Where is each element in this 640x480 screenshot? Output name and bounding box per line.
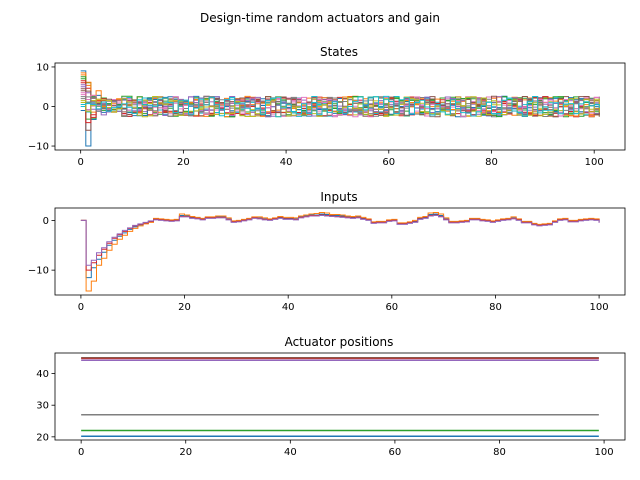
actuators-xtick-label: 0 <box>78 447 84 458</box>
actuators-xtick-label: 60 <box>389 447 402 458</box>
inputs-xtick-label: 40 <box>282 302 295 313</box>
actuators-axes-frame <box>54 352 626 441</box>
states-y-ticks: −10 0 10 <box>28 62 55 153</box>
states-ytick-label: 10 <box>36 62 49 73</box>
states-xtick-label: 40 <box>280 157 293 168</box>
inputs-panel: Inputs 0 20 40 60 80 100 −10 0 <box>28 190 626 313</box>
inputs-plot-area <box>80 212 600 292</box>
actuators-title: Actuator positions <box>285 335 394 349</box>
inputs-axes-frame <box>54 207 626 296</box>
states-xtick-label: 0 <box>77 157 83 168</box>
states-xtick-label: 60 <box>382 157 395 168</box>
inputs-series-line <box>80 212 600 292</box>
actuators-ytick-label: 40 <box>36 369 49 380</box>
states-xtick-label: 100 <box>585 157 604 168</box>
actuators-y-ticks: 20 30 40 <box>36 369 55 443</box>
states-xtick-label: 80 <box>485 157 498 168</box>
actuators-ytick-label: 30 <box>36 401 49 412</box>
inputs-xtick-label: 80 <box>489 302 502 313</box>
actuators-panel: Actuator positions 0 20 40 60 80 100 20 30 40 <box>36 335 626 458</box>
states-x-ticks: 0 20 40 60 80 100 <box>77 150 604 168</box>
actuators-xtick-label: 40 <box>284 447 297 458</box>
actuators-ytick-label: 20 <box>36 432 49 443</box>
actuators-plot-area <box>81 356 599 437</box>
figure-title: Design-time random actuators and gain <box>200 11 440 25</box>
actuators-xtick-label: 80 <box>493 447 506 458</box>
actuators-x-ticks: 0 20 40 60 80 100 <box>78 440 614 458</box>
inputs-x-ticks: 0 20 40 60 80 100 <box>78 295 609 313</box>
states-title: States <box>320 45 358 59</box>
states-plot-area <box>80 70 600 147</box>
inputs-series-line <box>80 213 600 279</box>
actuators-xtick-label: 20 <box>179 447 192 458</box>
inputs-ytick-label: 0 <box>43 216 49 227</box>
states-series-line <box>80 95 600 117</box>
inputs-title: Inputs <box>320 190 357 204</box>
inputs-xtick-label: 100 <box>590 302 609 313</box>
inputs-y-ticks: −10 0 <box>28 216 55 277</box>
inputs-xtick-label: 0 <box>78 302 84 313</box>
states-xtick-label: 20 <box>177 157 190 168</box>
actuators-xtick-label: 100 <box>595 447 614 458</box>
inputs-xtick-label: 60 <box>385 302 398 313</box>
inputs-xtick-label: 20 <box>178 302 191 313</box>
states-panel: States 0 20 40 60 80 100 −10 0 10 <box>28 45 626 168</box>
states-ytick-label: 0 <box>43 102 49 113</box>
inputs-series-line <box>80 215 600 266</box>
inputs-ytick-label: −10 <box>28 266 49 277</box>
states-ytick-label: −10 <box>28 142 49 153</box>
